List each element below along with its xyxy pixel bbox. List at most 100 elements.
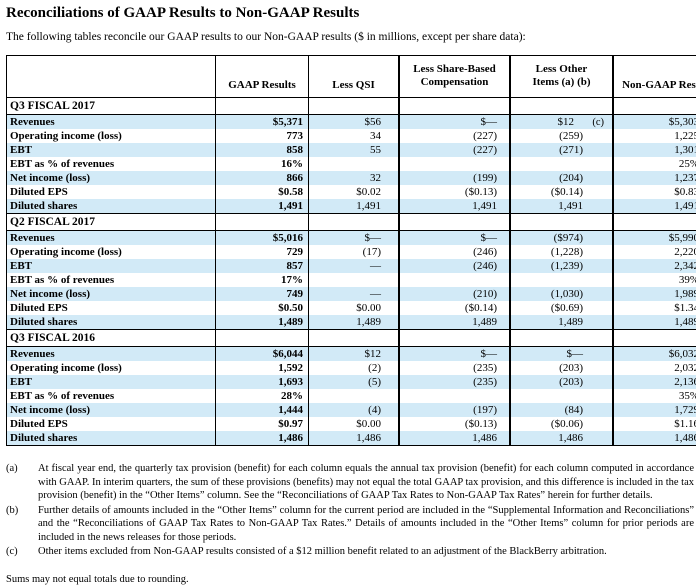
value-cell: $56 bbox=[309, 115, 400, 130]
value-cell: (17) bbox=[309, 245, 400, 259]
value-cell bbox=[399, 157, 510, 171]
row-label: EBT bbox=[7, 259, 216, 273]
value-cell: (259) bbox=[510, 129, 613, 143]
value-cell: 1,491 bbox=[216, 199, 309, 214]
value-cell: 2,136 bbox=[613, 375, 696, 389]
row-label: Revenues bbox=[7, 115, 216, 130]
value-cell: $0.97 bbox=[216, 417, 309, 431]
value-cell: 28% bbox=[216, 389, 309, 403]
value-cell: $1.16 bbox=[613, 417, 696, 431]
value-cell: 1,693 bbox=[216, 375, 309, 389]
row-label: Diluted shares bbox=[7, 199, 216, 214]
value-cell: 1,486 bbox=[309, 431, 400, 446]
section-cell bbox=[216, 330, 309, 347]
value-cell: $5,303 bbox=[613, 115, 696, 130]
value-cell: $— bbox=[510, 347, 613, 362]
section-cell bbox=[309, 214, 400, 231]
section-label: Q2 FISCAL 2017 bbox=[7, 214, 216, 231]
section-label: Q3 FISCAL 2016 bbox=[7, 330, 216, 347]
value-cell: (227) bbox=[399, 143, 510, 157]
section-cell bbox=[613, 330, 696, 347]
value-cell: ($0.13) bbox=[399, 185, 510, 199]
value-cell: $— bbox=[399, 115, 510, 130]
footnote-marker: (c) bbox=[6, 545, 38, 559]
value-cell: 729 bbox=[216, 245, 309, 259]
value-cell: (199) bbox=[399, 171, 510, 185]
section-label: Q3 FISCAL 2017 bbox=[7, 98, 216, 115]
footnote-text: Further details of amounts included in t… bbox=[38, 504, 694, 545]
section-cell bbox=[309, 98, 400, 115]
section-cell bbox=[399, 214, 510, 231]
value-cell: $0.50 bbox=[216, 301, 309, 315]
value-cell: 1,489 bbox=[399, 315, 510, 330]
value-cell: ($0.06) bbox=[510, 417, 613, 431]
value-cell: 1,489 bbox=[309, 315, 400, 330]
cell-value: $12 bbox=[558, 116, 575, 129]
section-cell bbox=[216, 214, 309, 231]
value-cell: 1,489 bbox=[613, 315, 696, 330]
value-cell: 1,301 bbox=[613, 143, 696, 157]
value-cell: 55 bbox=[309, 143, 400, 157]
value-cell: 1,489 bbox=[510, 315, 613, 330]
row-label: Net income (loss) bbox=[7, 403, 216, 417]
value-cell: $0.00 bbox=[309, 301, 400, 315]
value-cell: (5) bbox=[309, 375, 400, 389]
value-cell: (1,239) bbox=[510, 259, 613, 273]
value-cell: — bbox=[309, 287, 400, 301]
column-header: Less QSI bbox=[309, 56, 400, 98]
table-row: Q2 FISCAL 2017 bbox=[7, 214, 696, 231]
table-row: Revenues$5,016$—$—($974)$5,990 bbox=[7, 231, 696, 246]
row-label: Operating income (loss) bbox=[7, 245, 216, 259]
value-cell: $— bbox=[399, 231, 510, 246]
value-cell: 1,486 bbox=[510, 431, 613, 446]
value-cell: $12 (c) bbox=[510, 115, 613, 130]
value-cell bbox=[510, 273, 613, 287]
row-label: EBT as % of revenues bbox=[7, 273, 216, 287]
value-cell: $— bbox=[309, 231, 400, 246]
value-cell: (197) bbox=[399, 403, 510, 417]
value-cell: $6,044 bbox=[216, 347, 309, 362]
value-cell: 1,237 bbox=[613, 171, 696, 185]
value-cell: 32 bbox=[309, 171, 400, 185]
value-cell: ($974) bbox=[510, 231, 613, 246]
value-cell: $0.02 bbox=[309, 185, 400, 199]
table-row: Revenues$6,044$12$—$—$6,032 bbox=[7, 347, 696, 362]
value-cell: 1,729 bbox=[613, 403, 696, 417]
value-cell: 773 bbox=[216, 129, 309, 143]
document-title: Reconciliations of GAAP Results to Non-G… bbox=[6, 4, 696, 22]
value-cell: 17% bbox=[216, 273, 309, 287]
value-cell: (1,030) bbox=[510, 287, 613, 301]
value-cell: (204) bbox=[510, 171, 613, 185]
row-label: Diluted EPS bbox=[7, 301, 216, 315]
value-cell: 1,491 bbox=[613, 199, 696, 214]
footnote-marker: (b) bbox=[6, 504, 38, 545]
value-cell: 16% bbox=[216, 157, 309, 171]
footnote-ref: (c) bbox=[582, 116, 604, 129]
value-cell: ($0.69) bbox=[510, 301, 613, 315]
column-header: Less Share-Based Compensation bbox=[399, 56, 510, 98]
section-cell bbox=[216, 98, 309, 115]
value-cell bbox=[309, 273, 400, 287]
value-cell: 749 bbox=[216, 287, 309, 301]
value-cell: (271) bbox=[510, 143, 613, 157]
value-cell: 25% bbox=[613, 157, 696, 171]
column-header: GAAP Results bbox=[216, 56, 309, 98]
value-cell: (4) bbox=[309, 403, 400, 417]
value-cell: (235) bbox=[399, 361, 510, 375]
footnote-text: At fiscal year end, the quarterly tax pr… bbox=[38, 462, 694, 503]
row-label: Diluted EPS bbox=[7, 417, 216, 431]
value-cell: $5,371 bbox=[216, 115, 309, 130]
column-header: Non-GAAP Results bbox=[613, 56, 696, 98]
footnote-text: Other items excluded from Non-GAAP resul… bbox=[38, 545, 694, 559]
value-cell: (227) bbox=[399, 129, 510, 143]
value-cell: $0.00 bbox=[309, 417, 400, 431]
row-label: EBT as % of revenues bbox=[7, 157, 216, 171]
value-cell: 34 bbox=[309, 129, 400, 143]
row-label: Revenues bbox=[7, 347, 216, 362]
value-cell: 1,444 bbox=[216, 403, 309, 417]
value-cell: 1,491 bbox=[510, 199, 613, 214]
